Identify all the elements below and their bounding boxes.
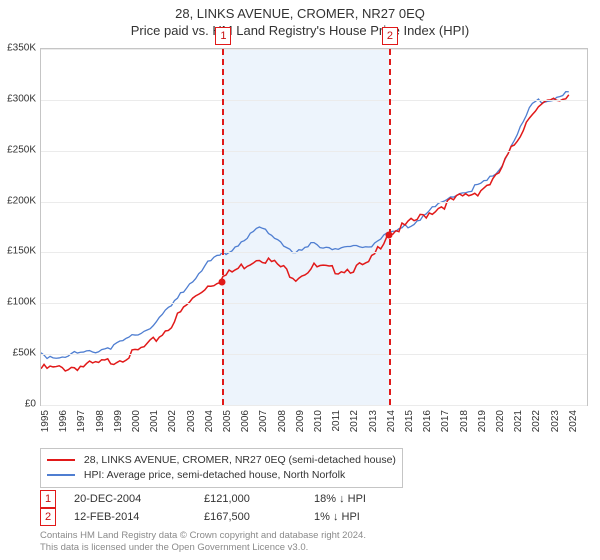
x-tick-label: 2016 xyxy=(422,410,433,432)
sale-vs-hpi: 18% ↓ HPI xyxy=(314,490,434,508)
y-tick-label: £50K xyxy=(0,348,36,359)
y-tick-label: £0 xyxy=(0,399,36,410)
sale-id-box: 2 xyxy=(40,508,56,526)
legend-swatch-hpi xyxy=(47,474,75,476)
legend-item-property: 28, LINKS AVENUE, CROMER, NR27 0EQ (semi… xyxy=(47,453,396,468)
x-tick-label: 2003 xyxy=(186,410,197,432)
x-tick-label: 1998 xyxy=(95,410,106,432)
sale-price: £167,500 xyxy=(204,508,314,526)
gridline xyxy=(41,252,587,253)
sale-date: 12-FEB-2014 xyxy=(74,508,204,526)
sale-marker-box: 2 xyxy=(382,27,398,45)
x-tick-label: 2011 xyxy=(331,410,342,432)
x-tick-label: 2001 xyxy=(149,410,160,432)
chart-svg xyxy=(41,49,587,405)
y-axis-ticks: £0£50K£100K£150K£200K£250K£300K£350K xyxy=(0,48,38,406)
gridline xyxy=(41,151,587,152)
legend-label-property: 28, LINKS AVENUE, CROMER, NR27 0EQ (semi… xyxy=(84,454,396,466)
sale-price: £121,000 xyxy=(204,490,314,508)
x-axis-ticks: 1995 1996 1997 1998 1999 2000 2001 2002 2003 2004… xyxy=(40,406,588,446)
sales-table: 1 20-DEC-2004 £121,000 18% ↓ HPI 2 12-FE… xyxy=(40,490,434,526)
gridline xyxy=(41,303,587,304)
legend-swatch-property xyxy=(47,459,75,461)
sale-vs-hpi: 1% ↓ HPI xyxy=(314,508,434,526)
plot-area: 12 xyxy=(40,48,588,406)
x-tick-label: 2013 xyxy=(368,410,379,432)
y-tick-label: £350K xyxy=(0,43,36,54)
sale-marker-box: 1 xyxy=(215,27,231,45)
gridline xyxy=(41,49,587,50)
x-tick-label: 2012 xyxy=(349,410,360,432)
x-tick-label: 2023 xyxy=(550,410,561,432)
x-tick-label: 2014 xyxy=(386,410,397,432)
x-tick-label: 2018 xyxy=(459,410,470,432)
sale-date: 20-DEC-2004 xyxy=(74,490,204,508)
x-tick-label: 2024 xyxy=(568,410,579,432)
sale-vline xyxy=(222,49,224,405)
y-tick-label: £300K xyxy=(0,93,36,104)
y-tick-label: £150K xyxy=(0,246,36,257)
y-tick-label: £100K xyxy=(0,297,36,308)
gridline xyxy=(41,202,587,203)
x-tick-label: 2017 xyxy=(440,410,451,432)
legend-label-hpi: HPI: Average price, semi-detached house,… xyxy=(84,469,345,481)
gridline xyxy=(41,100,587,101)
footnote-line-2: This data is licensed under the Open Gov… xyxy=(40,542,366,554)
series-property xyxy=(41,95,569,371)
x-tick-label: 2006 xyxy=(240,410,251,432)
chart-title: 28, LINKS AVENUE, CROMER, NR27 0EQ xyxy=(0,0,600,21)
x-tick-label: 2022 xyxy=(531,410,542,432)
x-tick-label: 2020 xyxy=(495,410,506,432)
x-tick-label: 1996 xyxy=(58,410,69,432)
x-tick-label: 2009 xyxy=(295,410,306,432)
series-hpi xyxy=(41,92,569,359)
sale-id-box: 1 xyxy=(40,490,56,508)
y-tick-label: £250K xyxy=(0,144,36,155)
x-tick-label: 2021 xyxy=(513,410,524,432)
footnote: Contains HM Land Registry data © Crown c… xyxy=(40,530,366,554)
x-tick-label: 2010 xyxy=(313,410,324,432)
sale-dot xyxy=(219,278,226,285)
legend-item-hpi: HPI: Average price, semi-detached house,… xyxy=(47,468,396,483)
gridline xyxy=(41,354,587,355)
x-tick-label: 2019 xyxy=(477,410,488,432)
y-tick-label: £200K xyxy=(0,195,36,206)
x-tick-label: 2007 xyxy=(258,410,269,432)
down-arrow-icon: ↓ xyxy=(333,511,339,523)
x-tick-label: 1997 xyxy=(76,410,87,432)
sale-vline xyxy=(389,49,391,405)
x-tick-label: 2004 xyxy=(204,410,215,432)
sale-dot xyxy=(385,231,392,238)
x-tick-label: 1999 xyxy=(113,410,124,432)
table-row: 1 20-DEC-2004 £121,000 18% ↓ HPI xyxy=(40,490,434,508)
x-tick-label: 2002 xyxy=(167,410,178,432)
table-row: 2 12-FEB-2014 £167,500 1% ↓ HPI xyxy=(40,508,434,526)
legend: 28, LINKS AVENUE, CROMER, NR27 0EQ (semi… xyxy=(40,448,403,488)
x-tick-label: 2000 xyxy=(131,410,142,432)
footnote-line-1: Contains HM Land Registry data © Crown c… xyxy=(40,530,366,542)
chart-subtitle: Price paid vs. HM Land Registry's House … xyxy=(0,21,600,38)
x-tick-label: 2015 xyxy=(404,410,415,432)
x-tick-label: 2008 xyxy=(277,410,288,432)
x-tick-label: 2005 xyxy=(222,410,233,432)
x-tick-label: 1995 xyxy=(40,410,51,432)
down-arrow-icon: ↓ xyxy=(339,493,345,505)
